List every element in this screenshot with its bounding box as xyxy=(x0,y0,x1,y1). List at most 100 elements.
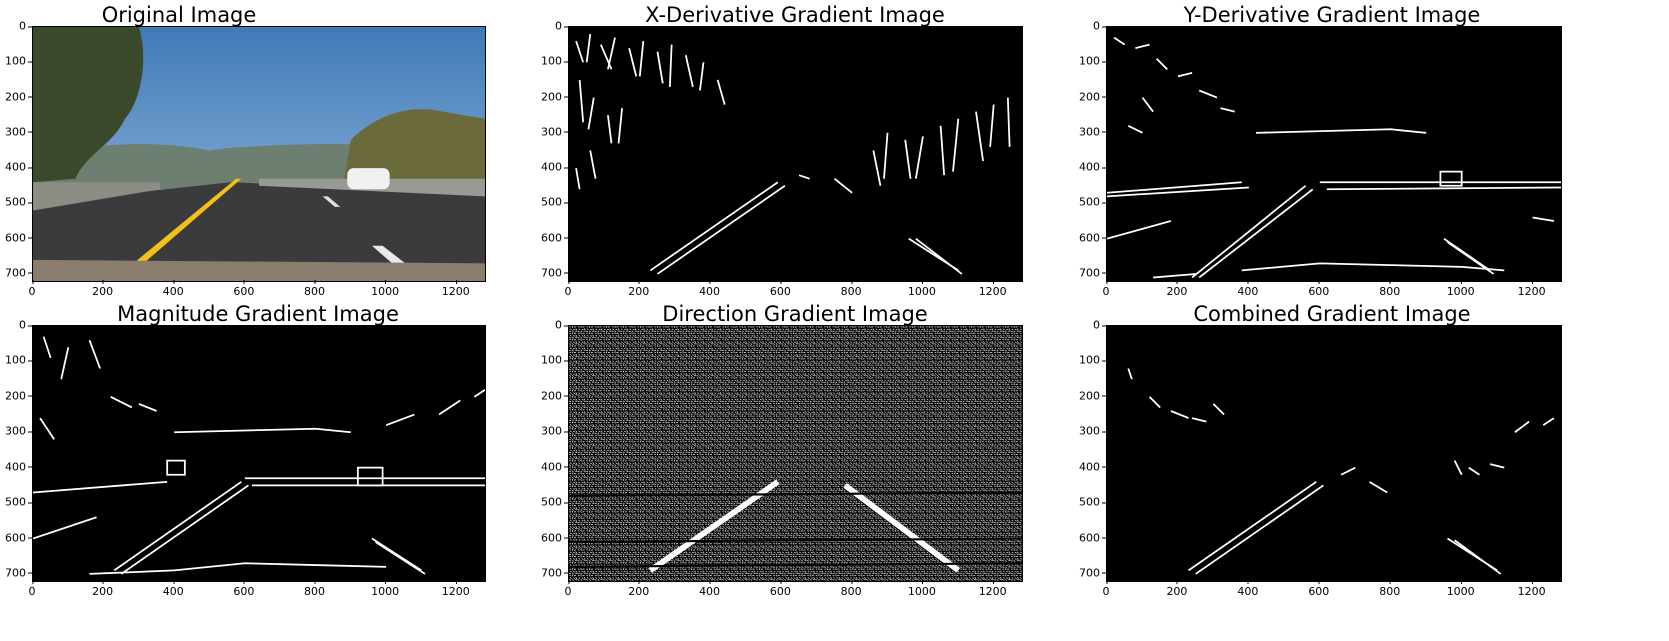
edge-map xyxy=(575,33,1011,275)
x-tick-label: 600 xyxy=(1308,280,1329,298)
y-tick-label: 300 xyxy=(5,425,32,438)
edge-map xyxy=(33,336,485,575)
x-tick-label: 800 xyxy=(841,580,862,598)
x-tick-label: 400 xyxy=(699,280,720,298)
y-tick-label: 100 xyxy=(541,354,568,367)
y-tick-label: 0 xyxy=(19,20,32,33)
panel-title: Magnitude Gradient Image xyxy=(117,302,399,326)
y-tick-label: 0 xyxy=(555,20,568,33)
x-tick-label: 600 xyxy=(233,280,254,298)
y-tick-label: 700 xyxy=(541,566,568,579)
x-tick-label: 800 xyxy=(304,280,325,298)
y-tick-label: 600 xyxy=(5,531,32,544)
y-tick-label: 100 xyxy=(5,354,32,367)
image-area xyxy=(568,325,1023,582)
x-tick-label: 1200 xyxy=(979,280,1007,298)
y-tick-label: 100 xyxy=(5,55,32,68)
y-tick-label: 700 xyxy=(1079,566,1106,579)
y-tick-label: 400 xyxy=(541,460,568,473)
x-tick-label: 200 xyxy=(1166,280,1187,298)
y-tick-label: 200 xyxy=(5,389,32,402)
x-tick-label: 400 xyxy=(1237,580,1258,598)
y-tick-label: 200 xyxy=(1079,389,1106,402)
x-tick-label: 200 xyxy=(628,280,649,298)
y-tick-label: 600 xyxy=(1079,231,1106,244)
y-tick-label: 400 xyxy=(5,161,32,174)
image-area xyxy=(1106,325,1562,582)
y-tick-label: 500 xyxy=(5,196,32,209)
x-tick-label: 0 xyxy=(29,580,36,598)
y-tick-label: 0 xyxy=(19,319,32,332)
y-tick-label: 300 xyxy=(1079,425,1106,438)
x-tick-label: 800 xyxy=(1379,580,1400,598)
x-tick-label: 1000 xyxy=(371,580,399,598)
y-tick-label: 700 xyxy=(5,266,32,279)
x-tick-label: 600 xyxy=(770,280,791,298)
panel-title: Combined Gradient Image xyxy=(1193,302,1471,326)
y-tick-label: 0 xyxy=(555,319,568,332)
y-tick-label: 700 xyxy=(5,566,32,579)
y-tick-label: 400 xyxy=(5,460,32,473)
y-tick-label: 500 xyxy=(1079,196,1106,209)
x-tick-label: 600 xyxy=(1308,580,1329,598)
x-tick-label: 1200 xyxy=(1518,580,1546,598)
y-tick-label: 500 xyxy=(541,496,568,509)
x-tick-label: 1000 xyxy=(1447,580,1475,598)
x-tick-label: 800 xyxy=(304,580,325,598)
x-tick-label: 200 xyxy=(92,280,113,298)
x-tick-label: 0 xyxy=(29,280,36,298)
x-tick-label: 1000 xyxy=(371,280,399,298)
image-area xyxy=(1106,26,1562,282)
y-tick-label: 200 xyxy=(5,90,32,103)
panel-title: Original Image xyxy=(101,3,257,27)
edge-map xyxy=(1107,36,1561,279)
y-tick-label: 700 xyxy=(541,266,568,279)
y-tick-label: 200 xyxy=(541,389,568,402)
y-tick-label: 0 xyxy=(1093,319,1106,332)
x-tick-label: 600 xyxy=(233,580,254,598)
y-tick-label: 300 xyxy=(541,125,568,138)
y-tick-label: 700 xyxy=(1079,266,1106,279)
y-tick-label: 200 xyxy=(541,90,568,103)
y-tick-label: 500 xyxy=(541,196,568,209)
x-tick-label: 0 xyxy=(565,580,572,598)
x-tick-label: 400 xyxy=(163,580,184,598)
x-tick-label: 200 xyxy=(1166,580,1187,598)
y-tick-label: 500 xyxy=(5,496,32,509)
x-tick-label: 800 xyxy=(1379,280,1400,298)
x-tick-label: 1200 xyxy=(1518,280,1546,298)
y-tick-label: 400 xyxy=(541,161,568,174)
y-tick-label: 100 xyxy=(541,55,568,68)
y-tick-label: 300 xyxy=(1079,125,1106,138)
y-tick-label: 100 xyxy=(1079,55,1106,68)
y-tick-label: 200 xyxy=(1079,90,1106,103)
edge-map xyxy=(1127,368,1555,575)
image-area xyxy=(32,26,486,282)
original-photo xyxy=(33,27,485,281)
x-tick-label: 800 xyxy=(841,280,862,298)
y-tick-label: 600 xyxy=(541,231,568,244)
y-tick-label: 300 xyxy=(5,125,32,138)
y-tick-label: 600 xyxy=(541,531,568,544)
x-tick-label: 1000 xyxy=(908,280,936,298)
panel-title: Y-Derivative Gradient Image xyxy=(1183,3,1481,27)
x-tick-label: 1200 xyxy=(442,580,470,598)
x-tick-label: 1200 xyxy=(979,580,1007,598)
y-tick-label: 400 xyxy=(1079,161,1106,174)
panel-title: X-Derivative Gradient Image xyxy=(645,3,945,27)
x-tick-label: 400 xyxy=(699,580,720,598)
image-area xyxy=(32,325,486,582)
y-tick-label: 500 xyxy=(1079,496,1106,509)
x-tick-label: 1200 xyxy=(442,280,470,298)
x-tick-label: 0 xyxy=(1103,580,1110,598)
y-tick-label: 600 xyxy=(1079,531,1106,544)
x-tick-label: 0 xyxy=(1103,280,1110,298)
edge-map xyxy=(569,326,1022,581)
x-tick-label: 600 xyxy=(770,580,791,598)
y-tick-label: 0 xyxy=(1093,20,1106,33)
x-tick-label: 0 xyxy=(565,280,572,298)
y-tick-label: 400 xyxy=(1079,460,1106,473)
panel-title: Direction Gradient Image xyxy=(662,302,928,326)
x-tick-label: 200 xyxy=(628,580,649,598)
x-tick-label: 1000 xyxy=(1447,280,1475,298)
